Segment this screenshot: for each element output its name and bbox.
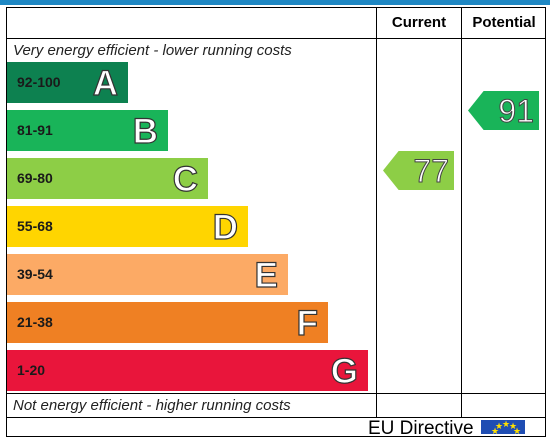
top-accent-bar [0,0,550,5]
band-e: 39-54 E [7,254,288,296]
divider-current [376,7,377,417]
band-letter: E [254,255,279,295]
band-letter: C [172,159,198,199]
top-caption: Very energy efficient - lower running co… [13,42,292,59]
band-range: 21-38 [17,314,53,330]
band-g: 1-20 G [7,350,368,392]
band-range: 81-91 [17,122,53,138]
band-letter: F [296,303,319,343]
eu-directive-label: EU Directive [368,418,474,439]
eu-flag-icon: ★ ★ ★ ★ ★ [481,420,525,434]
bottom-caption-divider [6,393,546,394]
band-d: 55-68 D [7,206,248,248]
divider-potential [461,7,462,417]
header-divider [6,38,546,39]
band-letter: B [132,111,158,151]
bottom-caption: Not energy efficient - higher running co… [13,397,291,414]
band-letter: D [212,207,238,247]
band-range: 69-80 [17,170,53,186]
band-letter: G [330,351,358,391]
band-range: 1-20 [17,362,46,378]
current-rating-arrow: 77 [383,151,454,190]
band-range: 39-54 [17,266,53,282]
band-range: 92-100 [17,74,61,90]
current-rating-value: 77 [413,153,450,190]
band-b: 81-91 B [7,110,168,152]
band-f: 21-38 F [7,302,328,344]
band-c: 69-80 C [7,158,208,200]
band-range: 55-68 [17,218,53,234]
potential-rating-arrow: 91 [468,91,539,130]
band-letter: A [92,63,118,103]
current-column-heading: Current [391,14,447,31]
potential-column-heading: Potential [472,14,536,31]
potential-rating-value: 91 [498,93,535,130]
footer-divider [6,417,546,418]
band-a: 92-100 A [7,62,128,104]
